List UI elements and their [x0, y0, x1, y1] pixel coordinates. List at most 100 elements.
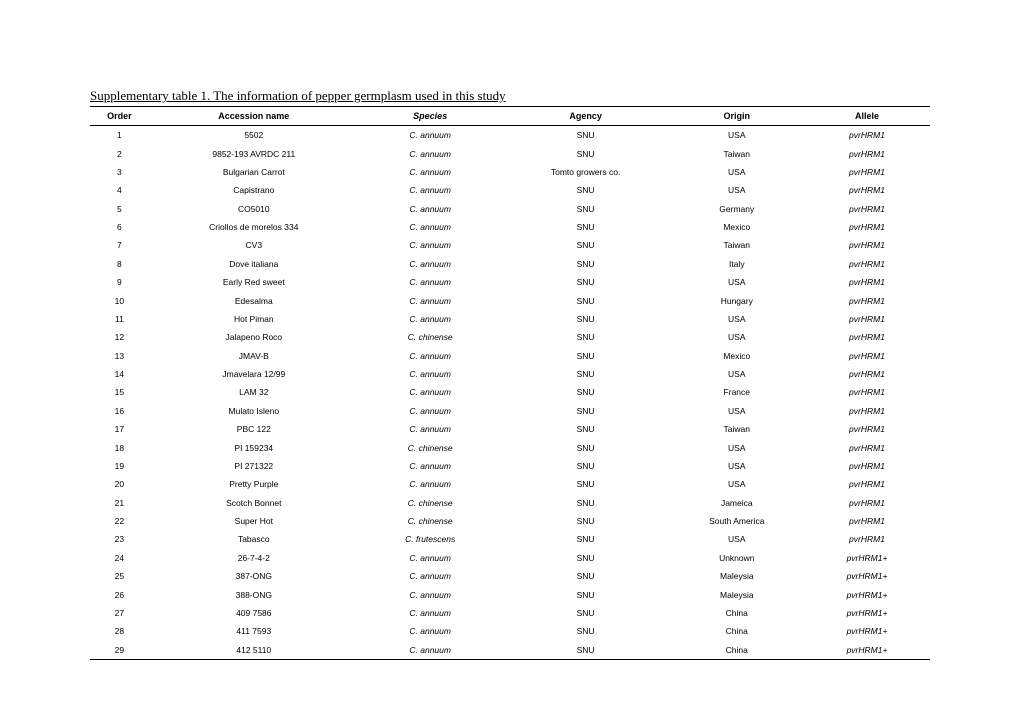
- cell-order: 1: [90, 126, 149, 145]
- cell-order: 16: [90, 402, 149, 420]
- cell-allele: pvrHRM1: [804, 457, 930, 475]
- cell-origin: France: [670, 383, 804, 401]
- cell-order: 6: [90, 218, 149, 236]
- header-allele: Allele: [804, 107, 930, 126]
- cell-accession: 411 7593: [149, 622, 359, 640]
- cell-agency: SNU: [502, 622, 670, 640]
- table-row: 22Super HotC. chinenseSNUSouth Americapv…: [90, 512, 930, 530]
- cell-allele: pvrHRM1: [804, 163, 930, 181]
- germplasm-table: Order Accession name Species Agency Orig…: [90, 106, 930, 660]
- table-row: 10EdesalmaC. annuumSNUHungarypvrHRM1: [90, 291, 930, 309]
- cell-agency: SNU: [502, 273, 670, 291]
- cell-order: 2: [90, 144, 149, 162]
- cell-allele: pvrHRM1+: [804, 622, 930, 640]
- cell-allele: pvrHRM1+: [804, 585, 930, 603]
- cell-origin: USA: [670, 365, 804, 383]
- cell-species: C. annuum: [359, 549, 502, 567]
- table-row: 11Hot PimanC. annuumSNUUSApvrHRM1: [90, 310, 930, 328]
- table-row: 2426-7-4-2C. annuumSNUUnknownpvrHRM1+: [90, 549, 930, 567]
- page-container: Supplementary table 1. The information o…: [0, 0, 1020, 660]
- cell-origin: Taiwan: [670, 144, 804, 162]
- cell-order: 21: [90, 494, 149, 512]
- table-row: 12Jalapeno RocoC. chinenseSNUUSApvrHRM1: [90, 328, 930, 346]
- cell-allele: pvrHRM1: [804, 438, 930, 456]
- cell-allele: pvrHRM1+: [804, 641, 930, 660]
- cell-species: C. annuum: [359, 347, 502, 365]
- table-row: 15502C. annuumSNUUSApvrHRM1: [90, 126, 930, 145]
- table-row: 9Early Red sweetC. annuumSNUUSApvrHRM1: [90, 273, 930, 291]
- cell-allele: pvrHRM1: [804, 512, 930, 530]
- cell-order: 13: [90, 347, 149, 365]
- cell-species: C. chinense: [359, 328, 502, 346]
- cell-allele: pvrHRM1+: [804, 549, 930, 567]
- cell-allele: pvrHRM1: [804, 291, 930, 309]
- cell-species: C. annuum: [359, 457, 502, 475]
- cell-agency: SNU: [502, 218, 670, 236]
- cell-allele: pvrHRM1: [804, 236, 930, 254]
- cell-agency: SNU: [502, 567, 670, 585]
- cell-species: C. annuum: [359, 641, 502, 660]
- cell-order: 15: [90, 383, 149, 401]
- cell-allele: pvrHRM1: [804, 347, 930, 365]
- cell-species: C. annuum: [359, 585, 502, 603]
- cell-order: 27: [90, 604, 149, 622]
- cell-origin: China: [670, 641, 804, 660]
- cell-species: C. annuum: [359, 273, 502, 291]
- cell-species: C. annuum: [359, 291, 502, 309]
- cell-origin: USA: [670, 530, 804, 548]
- cell-accession: 387-ONG: [149, 567, 359, 585]
- cell-agency: SNU: [502, 310, 670, 328]
- cell-order: 14: [90, 365, 149, 383]
- cell-accession: Bulgarian Carrot: [149, 163, 359, 181]
- cell-allele: pvrHRM1: [804, 218, 930, 236]
- cell-species: C. annuum: [359, 310, 502, 328]
- cell-allele: pvrHRM1: [804, 365, 930, 383]
- cell-order: 4: [90, 181, 149, 199]
- cell-order: 8: [90, 255, 149, 273]
- table-row: 6Criollos de morelos 334C. annuumSNUMexi…: [90, 218, 930, 236]
- cell-allele: pvrHRM1: [804, 328, 930, 346]
- cell-agency: SNU: [502, 383, 670, 401]
- cell-agency: SNU: [502, 181, 670, 199]
- cell-species: C. annuum: [359, 475, 502, 493]
- cell-agency: SNU: [502, 530, 670, 548]
- cell-agency: SNU: [502, 347, 670, 365]
- cell-origin: Taiwan: [670, 420, 804, 438]
- cell-origin: USA: [670, 163, 804, 181]
- cell-order: 17: [90, 420, 149, 438]
- cell-accession: PI 271322: [149, 457, 359, 475]
- cell-agency: SNU: [502, 549, 670, 567]
- cell-species: C. annuum: [359, 218, 502, 236]
- cell-accession: Mulato Isleno: [149, 402, 359, 420]
- cell-allele: pvrHRM1: [804, 310, 930, 328]
- header-order: Order: [90, 107, 149, 126]
- cell-origin: USA: [670, 310, 804, 328]
- table-header-row: Order Accession name Species Agency Orig…: [90, 107, 930, 126]
- cell-order: 28: [90, 622, 149, 640]
- cell-species: C. annuum: [359, 567, 502, 585]
- cell-allele: pvrHRM1: [804, 126, 930, 145]
- cell-species: C. chinense: [359, 512, 502, 530]
- cell-accession: 388-ONG: [149, 585, 359, 603]
- cell-allele: pvrHRM1: [804, 475, 930, 493]
- cell-species: C. annuum: [359, 365, 502, 383]
- header-agency: Agency: [502, 107, 670, 126]
- table-row: 27409 7586C. annuumSNUChinapvrHRM1+: [90, 604, 930, 622]
- cell-accession: Scotch Bonnet: [149, 494, 359, 512]
- cell-agency: SNU: [502, 420, 670, 438]
- cell-species: C. chinense: [359, 438, 502, 456]
- cell-accession: Tabasco: [149, 530, 359, 548]
- table-row: 19PI 271322C. annuumSNUUSApvrHRM1: [90, 457, 930, 475]
- cell-allele: pvrHRM1: [804, 402, 930, 420]
- cell-accession: Jmavelara 12/99: [149, 365, 359, 383]
- cell-species: C. annuum: [359, 420, 502, 438]
- header-species: Species: [359, 107, 502, 126]
- table-row: 3Bulgarian CarrotC. annuumTomto growers …: [90, 163, 930, 181]
- cell-allele: pvrHRM1: [804, 181, 930, 199]
- cell-origin: Jameica: [670, 494, 804, 512]
- table-row: 13JMAV-BC. annuumSNUMexicopvrHRM1: [90, 347, 930, 365]
- table-row: 26388-ONGC. annuumSNUMaleysiapvrHRM1+: [90, 585, 930, 603]
- cell-allele: pvrHRM1: [804, 530, 930, 548]
- cell-agency: SNU: [502, 585, 670, 603]
- cell-allele: pvrHRM1: [804, 255, 930, 273]
